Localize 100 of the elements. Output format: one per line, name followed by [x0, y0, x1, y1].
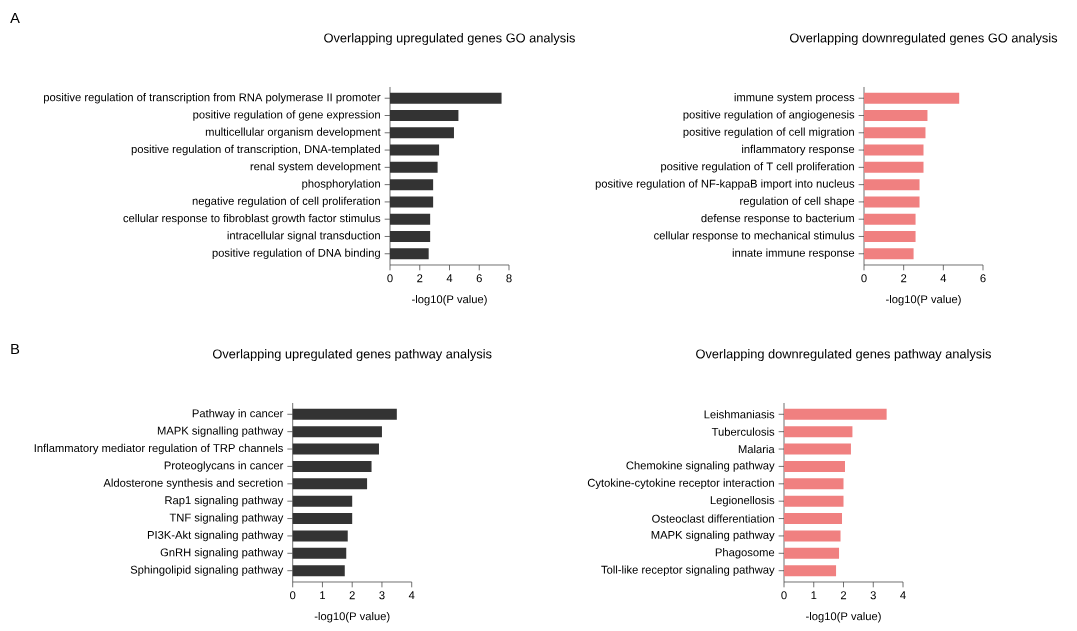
y-tick-label: PI3K-Akt signaling pathway: [147, 530, 284, 542]
bar: [390, 196, 434, 208]
x-tick-label: 6: [980, 274, 986, 283]
bar: [292, 478, 368, 490]
y-tick-label: Inflammatory mediator regulation of TRP channels: [34, 443, 283, 455]
y-tick-label: inflammatory response: [742, 144, 855, 156]
y-tick-label: Toll-like receptor signaling pathway: [601, 565, 775, 576]
text: A: [10, 12, 20, 24]
y-tick-label: Proteoglycans in cancer: [164, 461, 284, 472]
y-tick-label: cellular response to fibroblast growth factor stimulus: [123, 213, 381, 225]
bar: [864, 230, 916, 242]
y-tick-label: positive regulation of cell migration: [683, 127, 854, 139]
bar: [390, 127, 454, 139]
bar: [390, 179, 434, 191]
y-tick-label: positive regulation of transcription, DNA-templated: [131, 144, 380, 156]
bar: [292, 408, 397, 420]
x-tick-label: 3: [870, 591, 876, 600]
bar: [864, 127, 926, 139]
bar: [292, 495, 353, 507]
x-tick-label: 2: [840, 591, 847, 600]
chart-title: Overlapping upregulated genes GO analysis: [324, 33, 575, 45]
y-tick-label: Chemokine signaling pathway: [626, 461, 775, 472]
y-tick-label: Malaria: [738, 444, 775, 454]
x-tick-label: 1: [320, 591, 326, 600]
x-tick-label: 6: [476, 274, 482, 283]
y-tick-label: innate immune response: [732, 248, 855, 259]
y-tick-label: positive regulation of gene expression: [193, 110, 380, 121]
y-tick-label: Aldosterone synthesis and secretion: [103, 478, 283, 490]
y-tick-label: defense response to bacterium: [701, 213, 854, 225]
bar: [784, 426, 853, 438]
y-tick-label: positive regulation of transcription from RNA polymerase II promoter: [44, 93, 381, 104]
x-tick-label: 0: [861, 274, 867, 283]
y-tick-label: positive regulation of DNA binding: [212, 248, 380, 259]
x-tick-label: 1: [811, 591, 817, 600]
x-tick-label: 4: [446, 274, 453, 283]
x-tick-label: 4: [940, 274, 947, 283]
x-tick-label: 0: [387, 274, 393, 283]
y-tick-label: Legionellosis: [710, 495, 775, 507]
x-tick-label: 2: [901, 274, 907, 283]
x-axis-title: -log10(P value): [806, 611, 881, 623]
y-tick-label: TNF signaling pathway: [169, 513, 284, 524]
x-tick-label: 4: [900, 591, 906, 600]
chart-title: Overlapping downregulated genes GO analysis: [789, 33, 1058, 45]
y-tick-label: positive regulation of T cell proliferation: [661, 162, 854, 173]
bar: [390, 230, 431, 242]
y-tick-label: multicellular organism development: [205, 127, 381, 139]
bar: [390, 110, 459, 122]
bar: [864, 161, 924, 173]
x-tick-label: 8: [506, 274, 512, 283]
bar: [390, 144, 440, 156]
x-axis-title: -log10(P value): [314, 611, 390, 623]
y-tick-label: Pathway in cancer: [192, 409, 284, 420]
bar: [864, 92, 960, 104]
bar: [292, 565, 345, 577]
x-tick-label: 2: [417, 274, 423, 283]
x-tick-label: 0: [290, 591, 296, 600]
y-tick-label: Osteoclast differentiation: [652, 514, 774, 523]
bar: [292, 547, 347, 559]
y-tick-label: Sphingolipid signaling pathway: [130, 565, 284, 576]
bar: [292, 460, 372, 472]
y-tick-label: negative regulation of cell proliferation: [192, 196, 380, 208]
bar: [784, 478, 844, 490]
y-tick-label: immune system process: [734, 93, 855, 104]
bar: [390, 248, 429, 260]
bar: [390, 161, 438, 173]
bar: [784, 460, 845, 472]
bar: [784, 513, 843, 525]
y-tick-label: Rap1 signaling pathway: [165, 495, 284, 507]
x-tick-label: 4: [408, 591, 415, 600]
y-tick-label: phosphorylation: [302, 179, 380, 190]
y-tick-label: intracellular signal transduction: [227, 231, 380, 242]
bar: [292, 426, 382, 438]
bar: [784, 495, 844, 507]
bar: [784, 408, 887, 420]
bar: [292, 513, 353, 525]
bar: [390, 213, 431, 225]
y-tick-label: regulation of cell shape: [740, 196, 855, 208]
y-tick-label: positive regulation of NF-kappaB import into nucleus: [595, 179, 855, 190]
bar: [864, 196, 920, 208]
x-axis-title: -log10(P value): [412, 294, 487, 306]
chart-title: Overlapping upregulated genes pathway analysis: [212, 349, 492, 361]
bar: [864, 144, 924, 156]
x-tick-label: 0: [781, 591, 787, 600]
bar: [864, 179, 920, 191]
bar: [784, 565, 837, 577]
y-tick-label: Phagosome: [715, 548, 775, 559]
y-tick-label: renal system development: [250, 162, 381, 173]
bar: [292, 530, 348, 542]
y-tick-label: Tuberculosis: [711, 427, 775, 436]
text: B: [11, 343, 20, 355]
y-tick-label: cellular response to mechanical stimulus: [654, 231, 855, 242]
y-tick-label: Leishmaniasis: [704, 410, 775, 419]
x-tick-label: 3: [379, 591, 385, 600]
chart-title: Overlapping downregulated genes pathway analysis: [696, 349, 991, 361]
bar: [864, 248, 914, 260]
bar: [292, 443, 379, 455]
y-tick-label: Cytokine-cytokine receptor interaction: [587, 478, 774, 490]
x-tick-label: 2: [349, 591, 355, 600]
bar: [784, 443, 851, 455]
x-axis-title: -log10(P value): [886, 294, 961, 306]
